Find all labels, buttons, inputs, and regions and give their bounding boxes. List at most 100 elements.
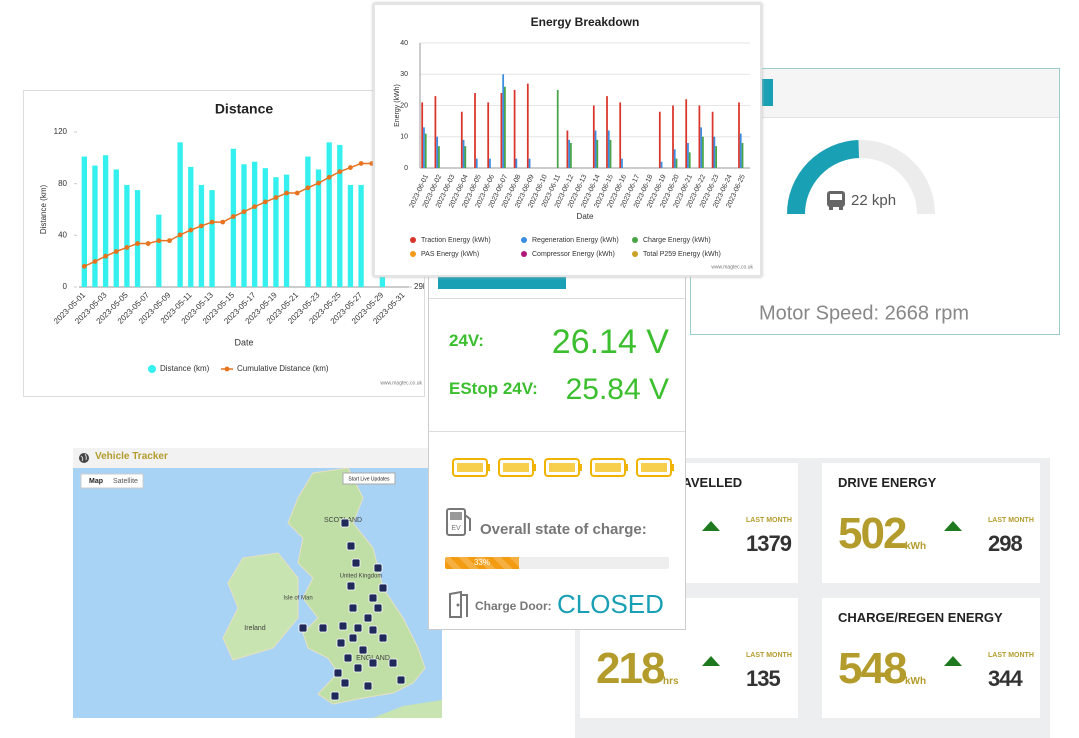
legend-label: Regeneration Energy (kWh): [532, 237, 619, 244]
bar: [685, 99, 688, 168]
y-tick-label: 10: [400, 134, 408, 141]
line-point: [230, 214, 236, 219]
bar: [500, 93, 503, 168]
y-tick-label: 40: [58, 230, 67, 239]
live-button-label[interactable]: Start Live Updates: [348, 476, 390, 482]
last-month-value: 135: [746, 666, 781, 691]
line-point: [145, 241, 151, 246]
vehicle-marker: [368, 593, 378, 603]
line-point: [103, 253, 109, 259]
vehicle-marker: [396, 675, 406, 685]
bus-icon: [827, 191, 845, 210]
charge-progress: 33%: [445, 557, 669, 569]
legend-symbol: [410, 237, 416, 243]
bar: [198, 184, 205, 287]
door-icon: [449, 591, 468, 618]
map-tab[interactable]: Map: [89, 478, 103, 485]
bar: [672, 105, 674, 168]
bar: [609, 139, 612, 168]
vehicle-marker: [378, 583, 388, 593]
last-month-value: 344: [988, 666, 1023, 691]
bar: [474, 93, 476, 168]
bar: [305, 156, 311, 287]
bar: [688, 152, 691, 168]
door-label: Charge Door:: [475, 599, 552, 613]
energy-chart: Energy Breakdown0102030402023-06-012023-…: [373, 3, 762, 277]
voltage-value: 26.14 V: [551, 323, 669, 361]
legend-symbol: [521, 237, 527, 243]
line-point: [124, 245, 130, 250]
bar: [702, 136, 704, 168]
gauge-fill: [787, 140, 860, 215]
line-point: [81, 263, 87, 269]
map-tab[interactable]: Satellite: [113, 478, 138, 485]
legend-symbol: [521, 251, 527, 257]
bar: [502, 74, 505, 168]
vehicle-marker: [368, 625, 378, 635]
bar: [438, 146, 440, 168]
line-point: [294, 190, 300, 196]
bar: [658, 111, 661, 168]
compare-label: LAST MONTH: [988, 652, 1034, 659]
line-point: [209, 219, 215, 225]
svg-text:EV: EV: [451, 525, 461, 532]
bar: [570, 143, 572, 168]
vehicle-marker: [373, 563, 383, 573]
bar: [156, 214, 162, 287]
line-point: [284, 190, 289, 196]
map-title: Vehicle Tracker: [95, 451, 168, 462]
bar: [700, 127, 703, 168]
vehicle-marker: [358, 645, 368, 655]
card-title: DRIVE ENERGY: [838, 475, 937, 490]
place-label: ENGLAND: [356, 655, 390, 662]
vehicle-marker: [330, 691, 340, 701]
bar: [660, 161, 663, 168]
bar: [738, 102, 740, 168]
vehicle-marker: [353, 623, 363, 633]
vehicle-marker: [348, 603, 358, 613]
place-label: United Kingdom: [340, 574, 383, 580]
land: [287, 468, 426, 705]
vehicle-marker: [346, 541, 356, 551]
line-point: [305, 185, 311, 191]
card-value: 548: [838, 644, 907, 693]
globe-icon: [79, 453, 89, 463]
bar: [504, 86, 506, 168]
bar: [715, 146, 717, 168]
trend-arrow: [702, 521, 720, 531]
bar: [462, 139, 465, 168]
legend-symbol: [632, 251, 638, 257]
bar: [675, 158, 678, 168]
battery-icon: [636, 458, 674, 477]
bar: [326, 142, 332, 287]
live-button[interactable]: [342, 472, 396, 485]
bar: [526, 83, 529, 168]
stat-card: CHARGE/REGEN ENERGY 548 kWh LAST MONTH 344: [822, 598, 1040, 718]
bar: [434, 96, 437, 168]
motor-speed: Motor Speed: 2668 rpm: [759, 302, 969, 324]
chart-title: Distance: [215, 101, 274, 117]
line-point: [92, 259, 98, 264]
bar: [673, 149, 676, 168]
power-panel: 24V: 26.14 V EStop 24V: 25.84 V EV Overa…: [428, 270, 686, 630]
bar: [315, 169, 322, 287]
vehicle-marker: [363, 681, 373, 691]
y2-tick-label: 29k: [414, 282, 425, 291]
bar: [711, 111, 714, 168]
legend-label: Traction Energy (kWh): [421, 237, 491, 244]
vehicle-marker: [378, 633, 388, 643]
stat-card: DRIVE ENERGY 502 kWh LAST MONTH 298: [822, 463, 1040, 583]
place-label: Ireland: [244, 625, 266, 632]
gauge-label: 22 kph: [851, 192, 896, 209]
battery-row: [452, 458, 674, 477]
bar: [113, 169, 119, 287]
line-point: [177, 232, 183, 238]
x-axis-label: Date: [234, 337, 253, 347]
bar: [489, 158, 491, 168]
line-point: [113, 249, 119, 254]
bar: [273, 177, 279, 287]
legend-label: PAS Energy (kWh): [421, 251, 479, 258]
bar: [621, 158, 623, 168]
door-state: CLOSED: [557, 589, 664, 619]
